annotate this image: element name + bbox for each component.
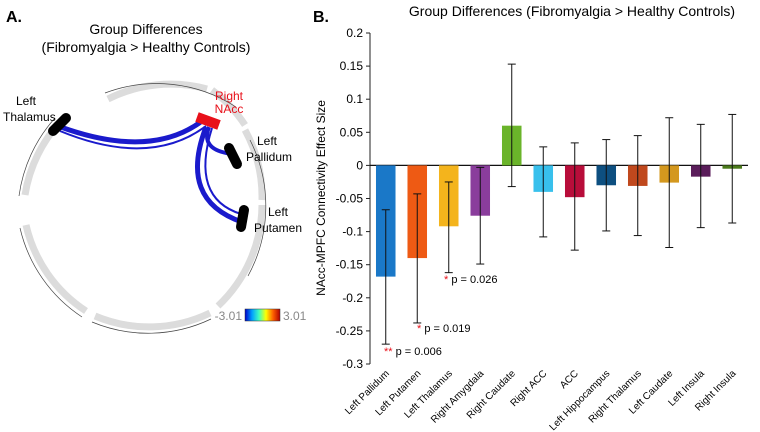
connection-nacc-thalamus-outline [59, 125, 207, 150]
significance-stars: * [417, 323, 424, 335]
colorbar: -3.01 3.01 [215, 308, 307, 323]
y-tick-label: -0.05 [336, 192, 364, 206]
node-right-nacc [195, 112, 221, 130]
connection-nacc-putamen [195, 126, 243, 225]
significance-stars: * [444, 274, 451, 286]
node-left-thalamus [48, 113, 71, 136]
significance-label: * p = 0.026 [444, 274, 498, 286]
error-bars [381, 63, 737, 345]
panel-a-title-line1: Group Differences [89, 21, 202, 37]
colorbar-max-label: 3.01 [283, 309, 307, 323]
label-left-putamen-line2: Putamen [254, 221, 302, 235]
y-tick-label: -0.1 [342, 225, 363, 239]
x-tick-label: ACC [558, 368, 581, 391]
y-tick-label: 0.1 [346, 92, 363, 106]
y-tick-label: 0.2 [346, 26, 363, 40]
y-tick-label: -0.3 [342, 357, 363, 371]
p-value: p = 0.019 [424, 323, 470, 335]
y-tick-label: -0.15 [336, 258, 364, 272]
y-tick-label: 0.15 [340, 59, 364, 73]
colorbar-min-label: -3.01 [215, 309, 243, 323]
node-left-pallidum [224, 143, 242, 169]
ring-segment-left-lower [22, 224, 88, 314]
node-left-putamen [236, 205, 249, 232]
p-value: p = 0.026 [451, 274, 497, 286]
panel-a-title-line2: (Fibromyalgia > Healthy Controls) [42, 39, 251, 55]
connection-nacc-putamen-outline [204, 127, 242, 215]
p-value: p = 0.006 [396, 346, 442, 358]
significance-annotations: ** p = 0.006* p = 0.019* p = 0.026 [384, 274, 498, 358]
panel-b: B. Group Differences (Fibromyalgia > Hea… [313, 3, 748, 432]
ring-segment-right-lower [215, 204, 266, 309]
label-left-thalamus-line1: Left [16, 94, 37, 108]
significance-stars: ** [384, 346, 396, 358]
connection-nacc-thalamus [57, 118, 204, 145]
connectogram-ring [18, 80, 267, 334]
ring-segment-top [106, 80, 208, 103]
significance-label: ** p = 0.006 [384, 346, 442, 358]
y-axis-label: NAcc-MPFC Connectivity Effect Size [314, 100, 328, 296]
y-tick-label: 0.05 [340, 125, 364, 139]
bars [375, 125, 743, 277]
y-tick-label: -0.2 [342, 291, 363, 305]
y-axis: 0.2 0.15 0.1 0.05 0 -0.05 -0.1 -0.15 -0.2 -0.25 -0… [336, 26, 371, 371]
panel-a-label: A. [6, 9, 22, 26]
y-tick-label: -0.25 [336, 324, 364, 338]
x-tick-label: Left Hippocampus [548, 368, 613, 432]
connections [57, 118, 243, 225]
y-tick-label: 0 [356, 158, 363, 172]
colorbar-gradient [244, 308, 281, 322]
label-left-putamen-line1: Left [268, 205, 289, 219]
significance-label: * p = 0.019 [417, 323, 471, 335]
ring-segment-right [241, 128, 266, 201]
panel-a: A. Group Differences (Fibromyalgia > Hea… [3, 9, 307, 334]
label-left-pallidum-line2: Pallidum [246, 150, 292, 164]
label-right-nacc-line2: NAcc [215, 102, 244, 116]
ring-segment-right-upper [209, 87, 248, 127]
nodes [48, 112, 249, 232]
panel-b-label: B. [313, 9, 329, 26]
chart-title: Group Differences (Fibromyalgia > Health… [409, 3, 735, 19]
label-left-pallidum-line1: Left [257, 134, 278, 148]
label-right-nacc-line1: Right [215, 89, 244, 103]
label-left-thalamus-line2: Thalamus [3, 110, 56, 124]
ring-segment-bottom [93, 309, 212, 331]
